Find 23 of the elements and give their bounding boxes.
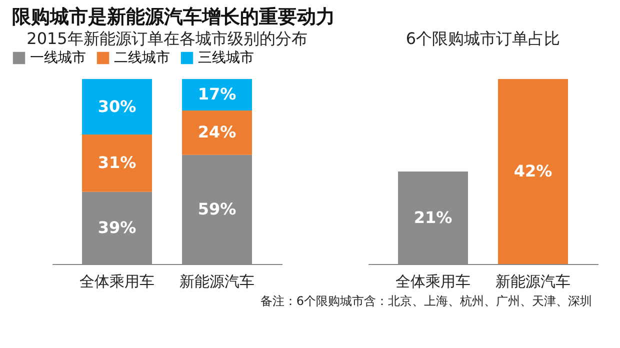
x-tick-label: 新能源汽车 bbox=[496, 272, 570, 290]
data-label: 42% bbox=[514, 162, 552, 180]
x-tick-label: 全体乘用车 bbox=[396, 272, 470, 290]
data-label: 21% bbox=[414, 208, 452, 227]
data-label: 24% bbox=[198, 122, 236, 142]
legend-label: 二线城市 bbox=[114, 50, 170, 66]
data-label: 31% bbox=[98, 153, 136, 172]
chart-title: 限购城市是新能源汽车增长的重要动力 bbox=[12, 6, 335, 28]
data-label: 30% bbox=[98, 96, 136, 116]
data-label: 59% bbox=[198, 199, 236, 218]
legend-label: 三线城市 bbox=[198, 50, 254, 66]
bar bbox=[182, 79, 252, 110]
chart-title: 6个限购城市订单占比 bbox=[406, 29, 560, 48]
x-tick-label: 全体乘用车 bbox=[80, 272, 154, 290]
data-label: 17% bbox=[198, 84, 236, 104]
text: 备注：6个限购城市含：北京、上海、杭州、广州、天津、深圳 bbox=[260, 294, 592, 308]
chart-subtitle: 2015年新能源订单在各城市级别的分布 bbox=[26, 29, 308, 48]
bar bbox=[182, 110, 252, 155]
bar bbox=[82, 79, 152, 134]
legend-label: 一线城市 bbox=[30, 50, 86, 66]
bar bbox=[82, 134, 152, 192]
data-label: 39% bbox=[98, 218, 136, 237]
x-tick-label: 新能源汽车 bbox=[180, 272, 254, 290]
